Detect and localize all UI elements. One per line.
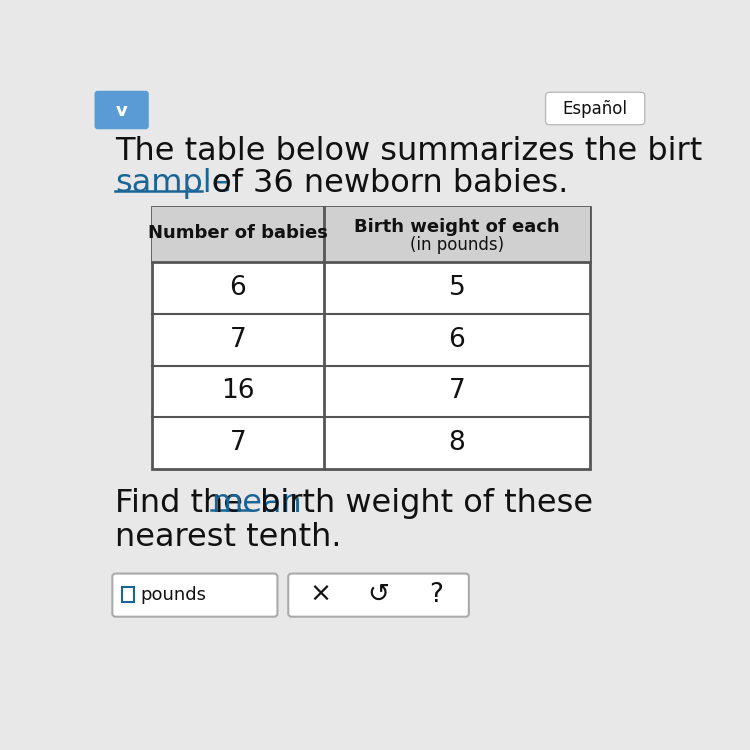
Text: Number of babies: Number of babies — [148, 224, 328, 242]
Text: 7: 7 — [230, 327, 246, 352]
Text: 8: 8 — [448, 430, 465, 456]
FancyBboxPatch shape — [112, 574, 278, 616]
Text: 5: 5 — [448, 275, 465, 302]
Text: 7: 7 — [230, 430, 246, 456]
Text: ×: × — [310, 582, 332, 608]
FancyBboxPatch shape — [94, 91, 148, 129]
Bar — [152, 207, 590, 262]
Text: nearest tenth.: nearest tenth. — [116, 522, 342, 553]
Text: 7: 7 — [448, 379, 465, 404]
Text: Español: Español — [562, 100, 628, 118]
Text: of 36 newborn babies.: of 36 newborn babies. — [202, 169, 568, 200]
Text: The table below summarizes the birt: The table below summarizes the birt — [116, 136, 703, 167]
Text: birth weight of these: birth weight of these — [250, 488, 592, 519]
Text: ?: ? — [429, 582, 443, 608]
Text: mean: mean — [211, 488, 302, 519]
Text: v: v — [116, 102, 128, 120]
FancyBboxPatch shape — [288, 574, 469, 616]
Bar — [152, 207, 590, 469]
Text: 16: 16 — [221, 379, 255, 404]
Text: (in pounds): (in pounds) — [410, 236, 504, 254]
Text: pounds: pounds — [140, 586, 206, 604]
Text: ↺: ↺ — [367, 582, 389, 608]
Text: 6: 6 — [230, 275, 246, 302]
Text: sample: sample — [116, 169, 232, 200]
Text: Birth weight of each: Birth weight of each — [354, 218, 560, 236]
Bar — [122, 587, 134, 602]
Text: 6: 6 — [448, 327, 465, 352]
FancyBboxPatch shape — [545, 92, 645, 124]
Text: Find the: Find the — [116, 488, 254, 519]
